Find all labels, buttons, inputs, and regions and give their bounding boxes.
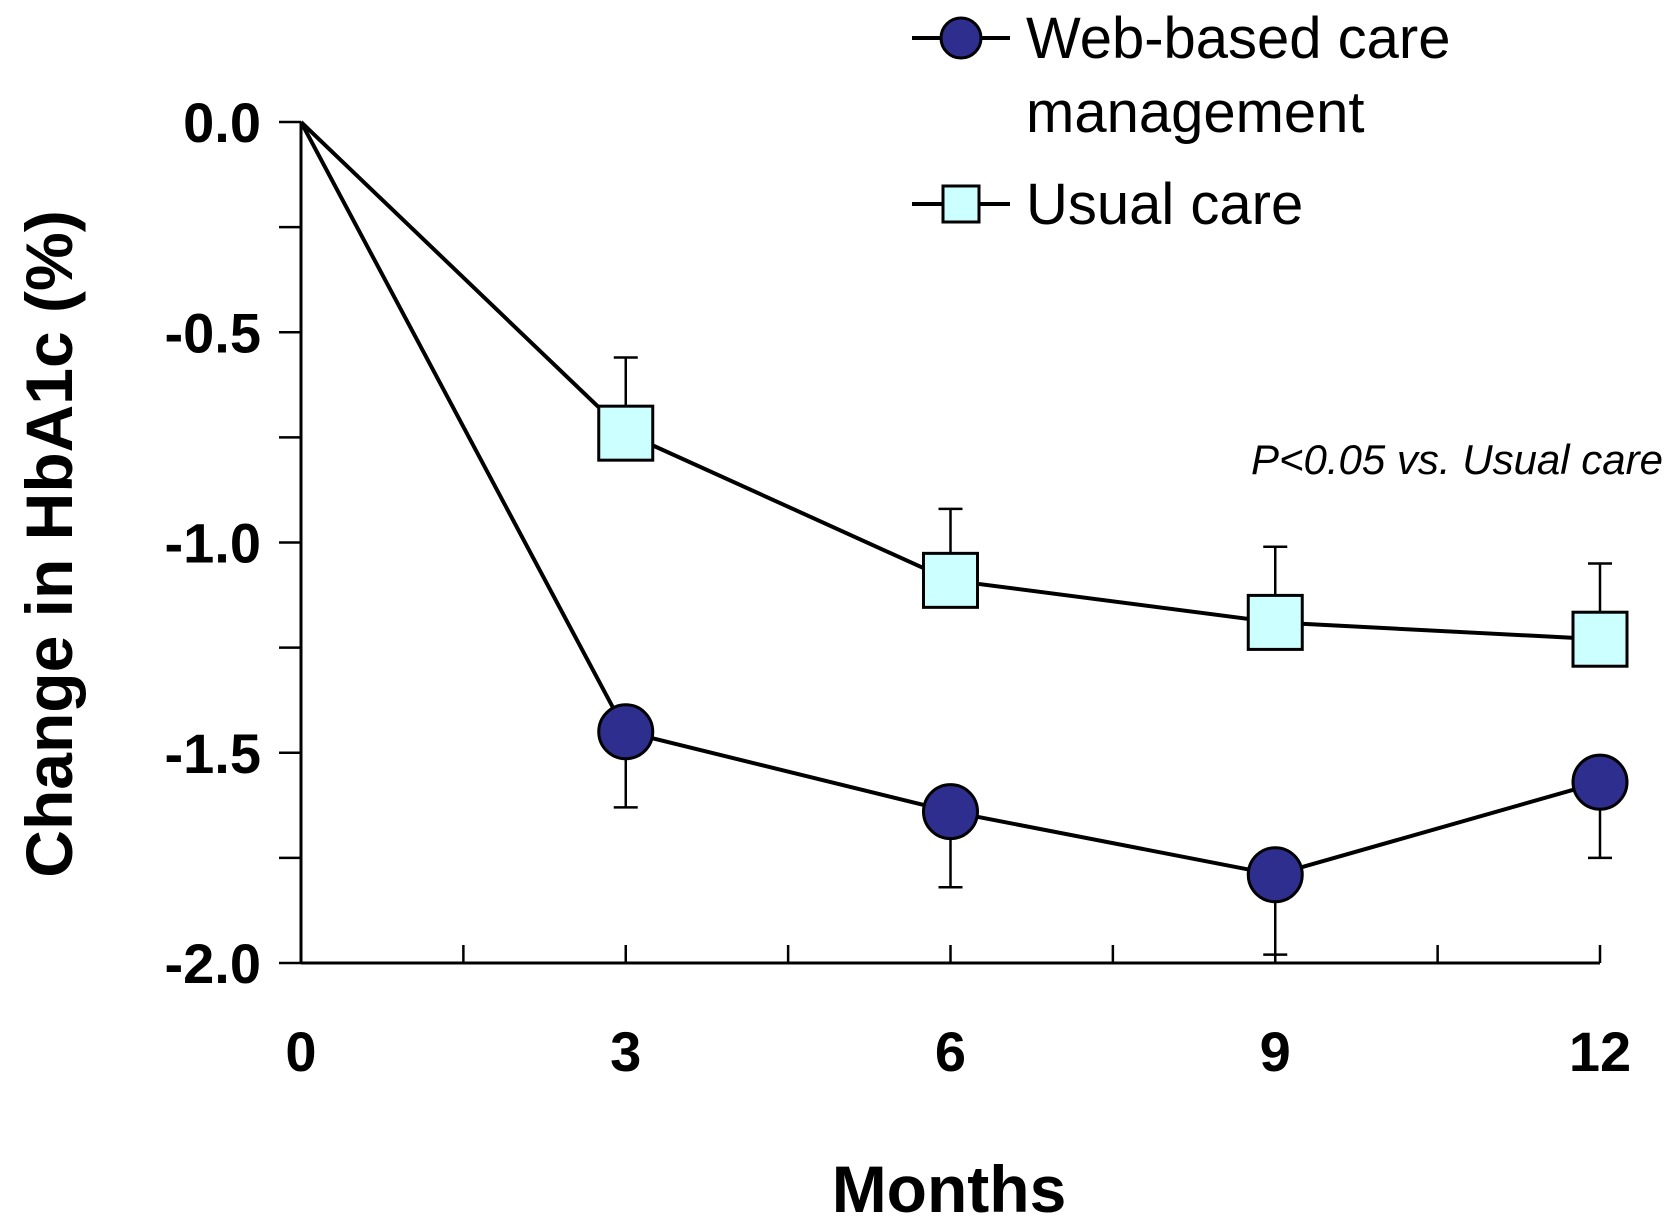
y-tick-label: 0.0 [183, 91, 261, 154]
data-point-web-based [1571, 753, 1629, 811]
x-axis-title: Months [832, 1152, 1067, 1221]
y-tick-label: -0.5 [165, 301, 262, 364]
data-point-web-based [922, 783, 979, 841]
data-point-usual-care [1246, 593, 1304, 651]
legend-square-icon [941, 184, 981, 224]
x-tick-label: 0 [285, 1020, 316, 1083]
y-axis-title: Change in HbA1c (%) [12, 210, 86, 877]
data-point-usual-care [597, 404, 655, 462]
axes: 0.0 -0.5 -1.0 -1.5 -2.0 0 3 6 9 12 [165, 91, 1632, 1083]
data-point-usual-care [922, 551, 979, 609]
legend: Web-based care management Usual care [912, 6, 1451, 237]
legend-label-web-based-line2: management [1026, 80, 1365, 145]
legend-circle-icon [939, 16, 983, 60]
x-tick-label: 12 [1569, 1020, 1631, 1083]
data-point-web-based [597, 703, 655, 761]
series-line-web-based [299, 121, 1601, 877]
y-tick-label: -2.0 [165, 932, 262, 995]
y-tick-label: -1.0 [165, 512, 262, 575]
legend-item-usual-care: Usual care [912, 172, 1303, 237]
data-point-web-based [1246, 846, 1304, 904]
x-tick-label: 3 [610, 1020, 641, 1083]
markers [597, 356, 1629, 956]
x-tick-label: 6 [935, 1020, 966, 1083]
x-tick-label: 9 [1260, 1020, 1291, 1083]
legend-label-usual-care: Usual care [1026, 172, 1303, 237]
y-tick-label: -1.5 [165, 722, 262, 785]
legend-item-web-based: Web-based care management [912, 6, 1451, 145]
series-lines [299, 120, 1601, 877]
significance-annotation: P<0.05 vs. Usual care [1251, 436, 1663, 483]
legend-label-web-based-line1: Web-based care [1026, 6, 1451, 71]
data-point-usual-care [1571, 610, 1629, 668]
